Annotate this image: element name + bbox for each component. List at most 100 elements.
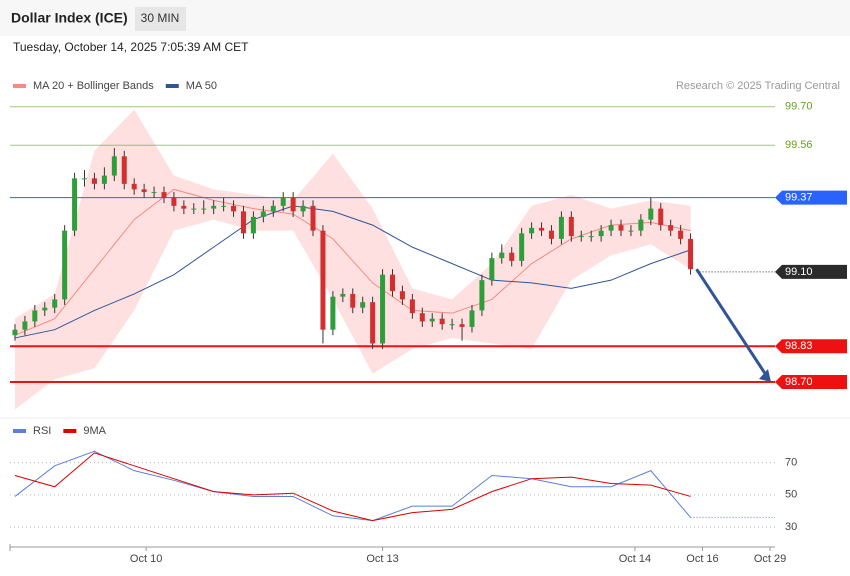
candle-body <box>409 299 415 314</box>
candle-body <box>380 274 386 344</box>
candle-body <box>529 227 535 234</box>
candle-body <box>608 225 614 231</box>
level-label: 98.70 <box>785 376 813 388</box>
x-tick-label: Oct 29 <box>754 553 786 565</box>
candle-body <box>250 216 256 234</box>
credit: Research © 2025 Trading Central <box>676 80 840 92</box>
y-tick-label: 30 <box>785 521 797 533</box>
candle-body <box>449 324 455 326</box>
candle-body <box>459 324 465 327</box>
x-tick-label: Oct 10 <box>130 553 162 565</box>
candle-body <box>101 175 107 184</box>
candle-body <box>548 230 554 239</box>
level-label: 98.83 <box>785 340 813 352</box>
candle-body <box>151 192 157 194</box>
candle-body <box>42 307 48 311</box>
candle-body <box>111 156 117 176</box>
candle-body <box>91 178 97 184</box>
candle-body <box>82 178 88 180</box>
candle-body <box>568 216 574 237</box>
candle-body <box>22 321 28 330</box>
candle-body <box>399 291 405 300</box>
level-badge <box>775 339 847 354</box>
candle-body <box>588 236 594 238</box>
candle-body <box>499 252 505 259</box>
candle-body <box>330 296 336 330</box>
candle-body <box>340 293 346 297</box>
arrow-head <box>759 368 771 382</box>
level-label: 99.37 <box>785 192 813 204</box>
candle-body <box>668 225 674 231</box>
candle-body <box>688 238 694 270</box>
level-label: 99.70 <box>785 101 813 113</box>
title: Dollar Index (ICE) <box>11 10 128 26</box>
candle-body <box>240 211 246 234</box>
candle-body <box>509 252 515 261</box>
candle-body <box>280 197 286 206</box>
x-tick-label: Oct 13 <box>366 553 398 565</box>
candle-body <box>658 208 664 226</box>
candle-body <box>181 205 187 209</box>
timestamp: Tuesday, October 14, 2025 7:05:39 AM CET <box>13 40 249 54</box>
candle-body <box>350 293 356 308</box>
candle-body <box>171 197 177 206</box>
candle-body <box>628 230 634 232</box>
candle-body <box>519 233 525 261</box>
level-badge <box>775 374 847 389</box>
legend-swatch <box>13 84 26 88</box>
legend-swatch <box>13 429 26 433</box>
series-line <box>14 452 691 522</box>
ma20-line <box>14 188 691 336</box>
candle-body <box>539 227 545 231</box>
candle-body <box>469 310 475 327</box>
candle-body <box>310 205 316 231</box>
legend-label: MA 50 <box>186 80 217 92</box>
ma50-line <box>14 205 691 339</box>
legend-swatch <box>165 84 179 88</box>
legend-swatch <box>63 429 77 433</box>
candle-body <box>618 225 624 231</box>
x-tick-label: Oct 16 <box>686 553 718 565</box>
legend-label: MA 20 + Bollinger Bands <box>33 80 154 92</box>
level-label: 99.56 <box>785 139 813 151</box>
candle-body <box>201 208 207 210</box>
candle-body <box>439 318 445 325</box>
candle-body <box>678 230 684 239</box>
series-line <box>14 450 691 522</box>
candle-body <box>320 230 326 330</box>
candle-body <box>161 192 167 198</box>
candle-body <box>558 216 564 239</box>
candle-body <box>598 230 604 237</box>
candle-body <box>260 211 266 217</box>
candle-body <box>429 318 435 322</box>
candle-body <box>360 302 366 308</box>
level-badge <box>775 264 847 279</box>
candle-body <box>390 274 395 292</box>
candle-body <box>479 280 485 311</box>
candle-body <box>221 205 227 207</box>
candle-body <box>419 313 425 322</box>
x-tick-label: Oct 14 <box>619 553 651 565</box>
candle-body <box>489 258 495 281</box>
bollinger-band <box>14 109 691 410</box>
level-badge <box>775 190 847 205</box>
candle-body <box>121 156 127 184</box>
candle-body <box>191 208 197 210</box>
forecast-arrow <box>695 268 768 376</box>
legend-label: 9MA <box>83 425 106 437</box>
candle-body <box>300 205 306 212</box>
candle-body <box>290 197 296 212</box>
interval: 30 MIN <box>141 11 180 25</box>
interval-box <box>135 7 186 31</box>
candle-body <box>141 189 147 193</box>
candle-body <box>131 183 137 190</box>
y-tick-label: 50 <box>785 489 797 501</box>
level-label: 99.10 <box>785 266 813 278</box>
candle-body <box>648 208 654 220</box>
candle-body <box>270 205 276 212</box>
candle-body <box>52 299 58 308</box>
candle-body <box>231 205 237 212</box>
candle-body <box>578 236 584 238</box>
y-tick-label: 70 <box>785 456 797 468</box>
